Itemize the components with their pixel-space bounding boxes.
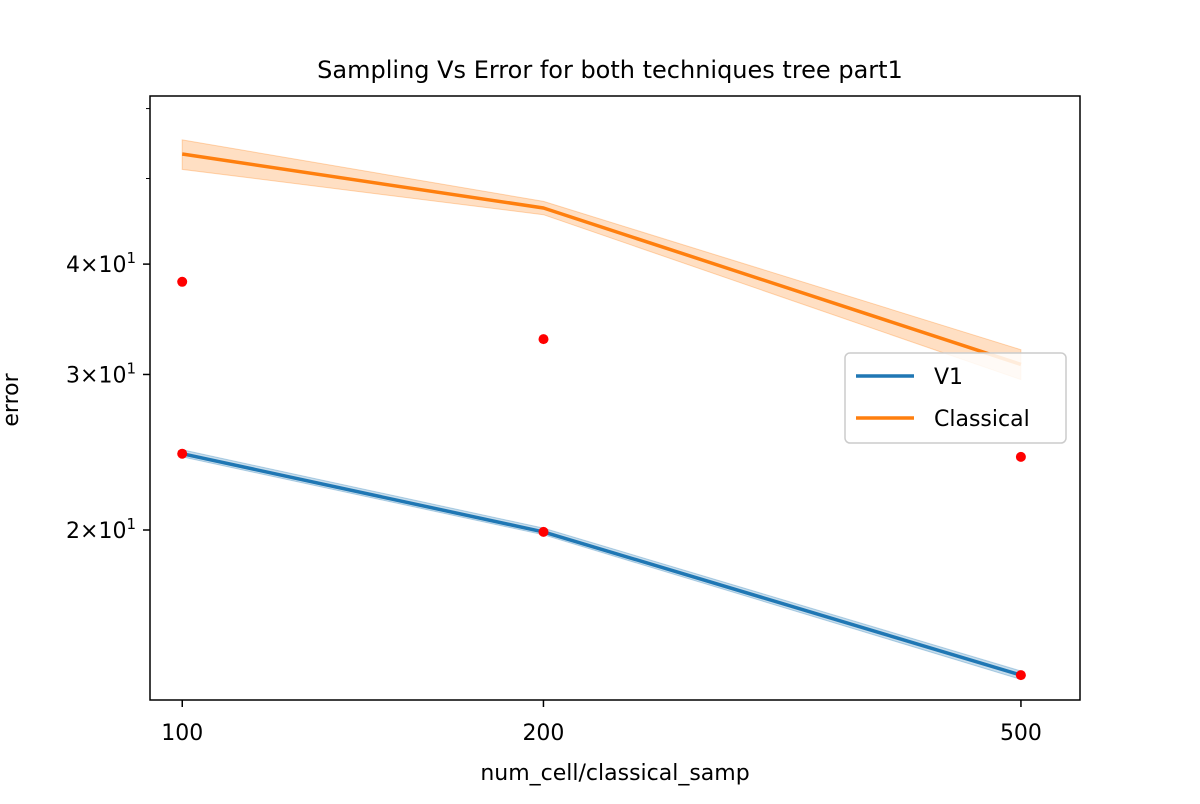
legend-label-v1: V1 — [934, 365, 963, 390]
legend-label-classical: Classical — [934, 407, 1030, 432]
y-axis-ticks: 2×101 3×101 4×101 — [66, 108, 150, 544]
series-line-classical — [181, 152, 1022, 367]
y-tick-label-0: 2×101 — [66, 515, 136, 544]
scatter-point-3 — [538, 526, 549, 537]
band-classical — [181, 139, 1022, 381]
x-axis-ticks: 100 200 500 — [161, 700, 1042, 746]
x-tick-label-0: 100 — [161, 721, 203, 746]
scatter-point-5 — [1015, 670, 1026, 681]
scatter-point-0 — [177, 276, 188, 287]
scatter-point-4 — [1015, 451, 1026, 462]
chart-title: Sampling Vs Error for both techniques tr… — [317, 56, 903, 84]
scatter-points — [177, 276, 1026, 681]
series-line-v1 — [181, 451, 1022, 677]
y-tick-label-2: 4×101 — [66, 249, 136, 278]
y-tick-label-1: 3×101 — [66, 359, 136, 388]
x-tick-label-2: 500 — [1000, 721, 1042, 746]
y-axis-label: error — [0, 372, 24, 426]
scatter-point-1 — [177, 448, 188, 459]
scatter-point-2 — [538, 334, 549, 345]
x-tick-label-1: 200 — [522, 721, 564, 746]
plot-frame — [149, 95, 1081, 701]
band-v1 — [181, 449, 1022, 681]
x-axis-label: num_cell/classical_samp — [480, 761, 749, 786]
legend: V1 Classical — [844, 352, 1067, 444]
